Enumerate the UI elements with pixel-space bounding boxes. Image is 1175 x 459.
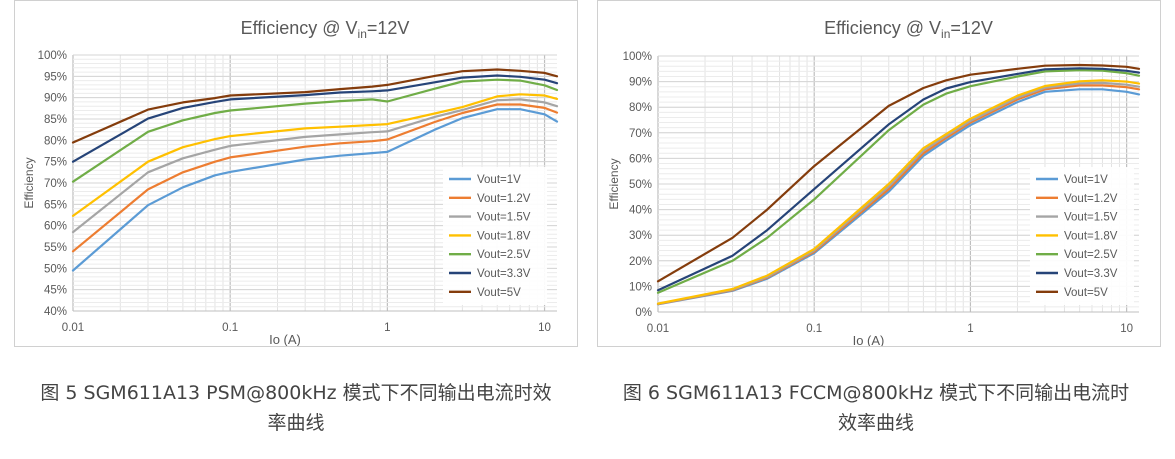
legend-label: Vout=1V [477,174,521,186]
y-tick-label: 100% [38,50,67,62]
figure-caption: 图 6 SGM611A13 FCCM@800kHz 模式下不同输出电流时 效率曲… [587,378,1165,438]
chart-title: Efficiency @ Vin=12V [241,18,410,41]
efficiency-chart-psm: Efficiency @ Vin=12V 40% 45% 50% 55% 60% 65% 70… [22,18,559,346]
figure-caption: 图 5 SGM611A13 PSM@800kHz 模式下不同输出电流时效 率曲线 [0,378,592,438]
legend-label: Vout=1.8V [1064,230,1118,242]
y-tick-label: 40% [629,205,652,217]
y-tick-label: 90% [629,77,652,89]
series-line [71,108,559,272]
chart-panel-fccm: Efficiency @ Vin=12V 0% 10% 20% 30% 40% 50% 60%… [597,0,1175,459]
efficiency-chart-fccm: Efficiency @ Vin=12V 0% 10% 20% 30% 40% 50% 60%… [607,18,1141,346]
x-axis-label: Io (A) [853,333,885,346]
legend-label: Vout=2.5V [1064,249,1118,261]
y-tick-label: 85% [44,114,67,126]
caption-line-2: 效率曲线 [837,412,914,434]
series-line [71,68,559,144]
y-tick-label: 40% [44,306,67,318]
y-axis-label: Efficiency [607,158,621,209]
series-line [656,79,1141,305]
y-axis-label: Efficiency [22,157,36,208]
chart-title: Efficiency @ Vin=12V [824,18,993,41]
legend-label: Vout=3.3V [477,268,531,280]
y-tick-label: 90% [44,93,67,105]
x-tick-label: 0.1 [806,323,822,335]
caption-line-1: 图 5 SGM611A13 PSM@800kHz 模式下不同输出电流时效 [40,382,552,404]
x-tick-label: 0.1 [222,322,238,334]
y-tick-label: 60% [44,221,67,233]
legend-label: Vout=3.3V [1064,268,1118,280]
y-tick-label: 0% [635,307,652,319]
legend: Vout=1V Vout=1.2V Vout=1.5V Vout=1.8V Vout=2… [1030,167,1134,305]
series-line [656,63,1141,283]
series-line [656,81,1141,305]
legend-label: Vout=1V [1064,174,1108,186]
x-tick-label: 1 [967,323,973,335]
series-line [71,93,559,217]
legend-label: Vout=1.2V [477,193,531,205]
y-tick-label: 80% [629,102,652,114]
legend: Vout=1V Vout=1.2V Vout=1.5V Vout=1.8V Vout=2… [443,167,547,305]
x-tick-label: 10 [1120,323,1133,335]
legend-label: Vout=5V [1064,287,1108,299]
y-tick-label: 30% [629,230,652,242]
series-line [71,78,559,183]
legend-label: Vout=5V [477,287,521,299]
legend-label: Vout=1.8V [477,230,531,242]
series-line [656,67,1141,292]
y-tick-label: 65% [44,199,67,211]
series-line [71,103,559,253]
chart-frame: Efficiency @ Vin=12V 0% 10% 20% 30% 40% 50% 60%… [597,0,1161,347]
legend-label: Vout=1.5V [1064,212,1118,224]
chart-panel-psm: Efficiency @ Vin=12V 40% 45% 50% 55% 60% 65% 70… [14,0,592,459]
y-tick-label: 55% [44,242,67,254]
y-tick-label: 80% [44,135,67,147]
x-tick-label: 0.01 [62,322,84,334]
series-line [71,74,559,163]
y-tick-label: 20% [629,256,652,268]
x-tick-label: 1 [384,322,390,334]
y-tick-label: 50% [44,263,67,275]
series-line [71,98,559,234]
legend-label: Vout=1.5V [477,212,531,224]
y-tick-label: 50% [629,179,652,191]
chart-frame: Efficiency @ Vin=12V 40% 45% 50% 55% 60% 65% 70… [14,0,578,347]
y-tick-label: 70% [44,178,67,190]
y-tick-label: 10% [629,281,652,293]
legend-label: Vout=1.2V [1064,193,1118,205]
legend-label: Vout=2.5V [477,249,531,261]
x-tick-label: 0.01 [647,323,669,335]
y-tick-label: 75% [44,157,67,169]
y-tick-label: 100% [623,51,652,63]
y-tick-label: 45% [44,285,67,297]
series-line [656,68,1141,294]
x-tick-label: 10 [538,322,551,334]
y-tick-label: 70% [629,128,652,140]
caption-line-1: 图 6 SGM611A13 FCCM@800kHz 模式下不同输出电流时 [622,382,1130,404]
caption-line-2: 率曲线 [267,412,325,434]
y-tick-label: 95% [44,71,67,83]
x-axis-label: Io (A) [269,332,301,346]
y-tick-label: 60% [629,153,652,165]
